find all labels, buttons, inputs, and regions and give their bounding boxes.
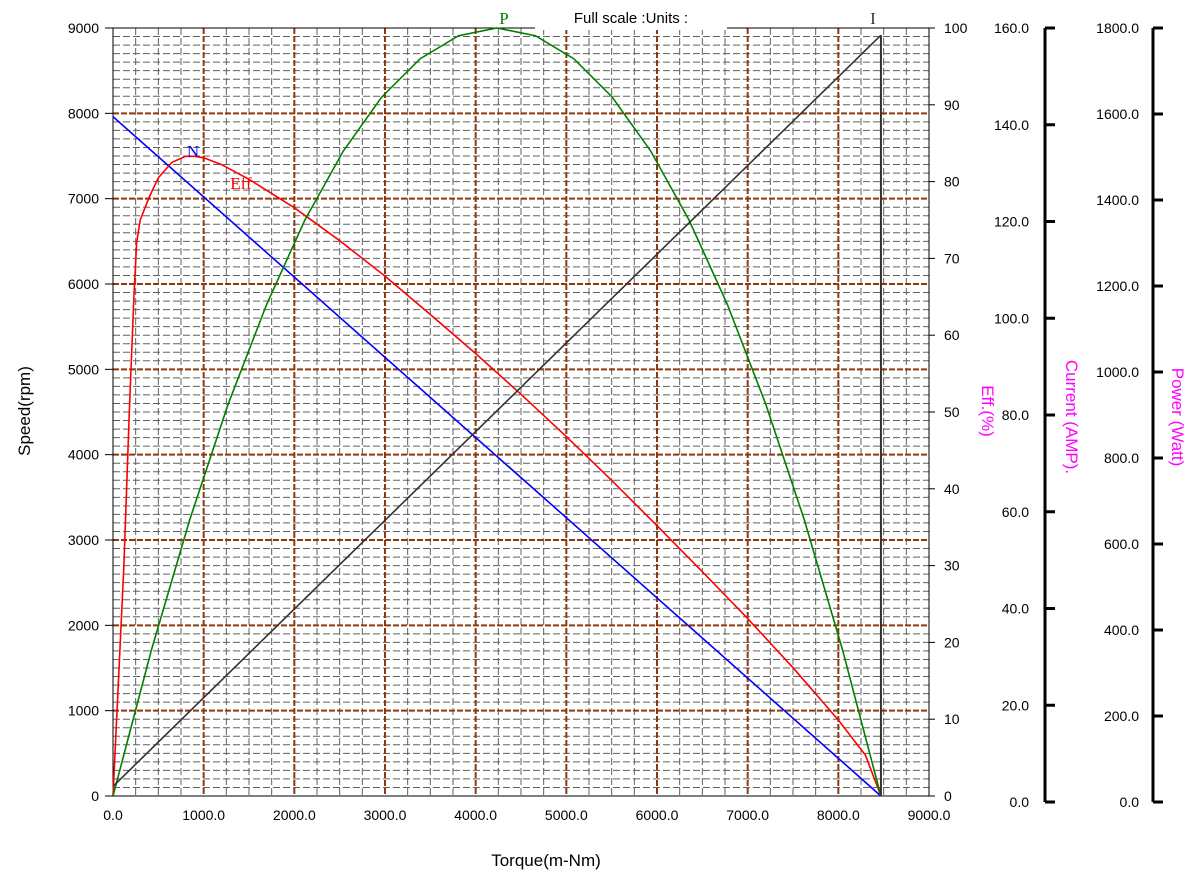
power-tick-label: 400.0 [1104, 622, 1139, 638]
speed-tick-label: 4000 [68, 447, 99, 463]
x-tick-label: 0.0 [103, 807, 123, 823]
eff-tick-label: 70 [944, 250, 960, 266]
tick-labels: 0.0 1000.0 2000.0 3000.0 4000.0 5000.0 6000.0 7… [68, 20, 968, 823]
x-tick-label: 6000.0 [636, 807, 679, 823]
x-tick-label: 7000.0 [726, 807, 769, 823]
eff-tick-label: 40 [944, 481, 960, 497]
x-axis-title: Torque(m-Nm) [491, 851, 601, 870]
eff-tick-label: 0 [944, 788, 952, 804]
power-tick-label: 1200.0 [1096, 278, 1139, 294]
speed-tick-label: 1000 [68, 703, 99, 719]
speed-tick-label: 9000 [68, 20, 99, 36]
power-tick-label: 1800.0 [1096, 20, 1139, 36]
speed-tick-label: 7000 [68, 191, 99, 207]
current-tick-label: 100.0 [994, 310, 1029, 326]
eff-tick-label: 100 [944, 20, 968, 36]
eff-tick-label: 10 [944, 711, 960, 727]
speed-tick-label: 3000 [68, 532, 99, 548]
eff-tick-label: 20 [944, 634, 960, 650]
current-tick-label: 0.0 [1010, 794, 1030, 810]
power-tick-label: 200.0 [1104, 708, 1139, 724]
eff-tick-label: 90 [944, 97, 960, 113]
series-label-n: N [187, 142, 199, 161]
eff-tick-label: 50 [944, 404, 960, 420]
secondary-axes: 0.0 20.0 40.0 60.0 80.0 100.0 120.0 140.0 160.0 0… [994, 20, 1163, 810]
series-layer: N Eff P I [112, 9, 882, 797]
chart-title: Full scale :Units : [574, 10, 688, 27]
eff-tick-label: 30 [944, 558, 960, 574]
current-tick-label: 20.0 [1002, 697, 1029, 713]
x-tick-label: 9000.0 [908, 807, 951, 823]
current-tick-label: 140.0 [994, 117, 1029, 133]
major-gridlines [113, 28, 929, 796]
series-line-n [112, 116, 882, 797]
x-tick-label: 8000.0 [817, 807, 860, 823]
speed-tick-label: 5000 [68, 361, 99, 377]
speed-tick-label: 2000 [68, 617, 99, 633]
speed-tick-label: 0 [91, 788, 99, 804]
eff-axis-title: Eff.(%) [978, 385, 997, 437]
x-tick-label: 5000.0 [545, 807, 588, 823]
x-tick-label: 3000.0 [364, 807, 407, 823]
eff-tick-label: 60 [944, 327, 960, 343]
current-axis-title: Current (AMP). [1062, 360, 1081, 474]
x-tick-label: 4000.0 [454, 807, 497, 823]
x-tick-label: 1000.0 [182, 807, 225, 823]
speed-tick-label: 8000 [68, 105, 99, 121]
series-label-p: P [499, 9, 508, 28]
current-tick-label: 80.0 [1002, 407, 1029, 423]
power-tick-label: 800.0 [1104, 450, 1139, 466]
title-background [535, 6, 727, 30]
current-tick-label: 40.0 [1002, 601, 1029, 617]
power-tick-label: 1000.0 [1096, 364, 1139, 380]
speed-axis-title: Speed(rpm) [15, 366, 34, 456]
power-tick-label: 600.0 [1104, 536, 1139, 552]
series-line-p [112, 27, 882, 797]
series-line-i [112, 34, 882, 787]
eff-tick-label: 80 [944, 174, 960, 190]
x-tick-label: 2000.0 [273, 807, 316, 823]
power-tick-label: 1400.0 [1096, 192, 1139, 208]
power-axis-title: Power (Watt) [1168, 368, 1187, 467]
minor-gridlines [113, 28, 929, 796]
power-tick-label: 0.0 [1120, 794, 1140, 810]
series-label-eff: Eff [230, 174, 252, 193]
current-tick-label: 160.0 [994, 20, 1029, 36]
current-tick-label: 120.0 [994, 214, 1029, 230]
series-line-eff [112, 155, 882, 797]
current-tick-label: 60.0 [1002, 504, 1029, 520]
power-tick-label: 1600.0 [1096, 106, 1139, 122]
series-label-i: I [870, 9, 876, 28]
speed-tick-label: 6000 [68, 276, 99, 292]
